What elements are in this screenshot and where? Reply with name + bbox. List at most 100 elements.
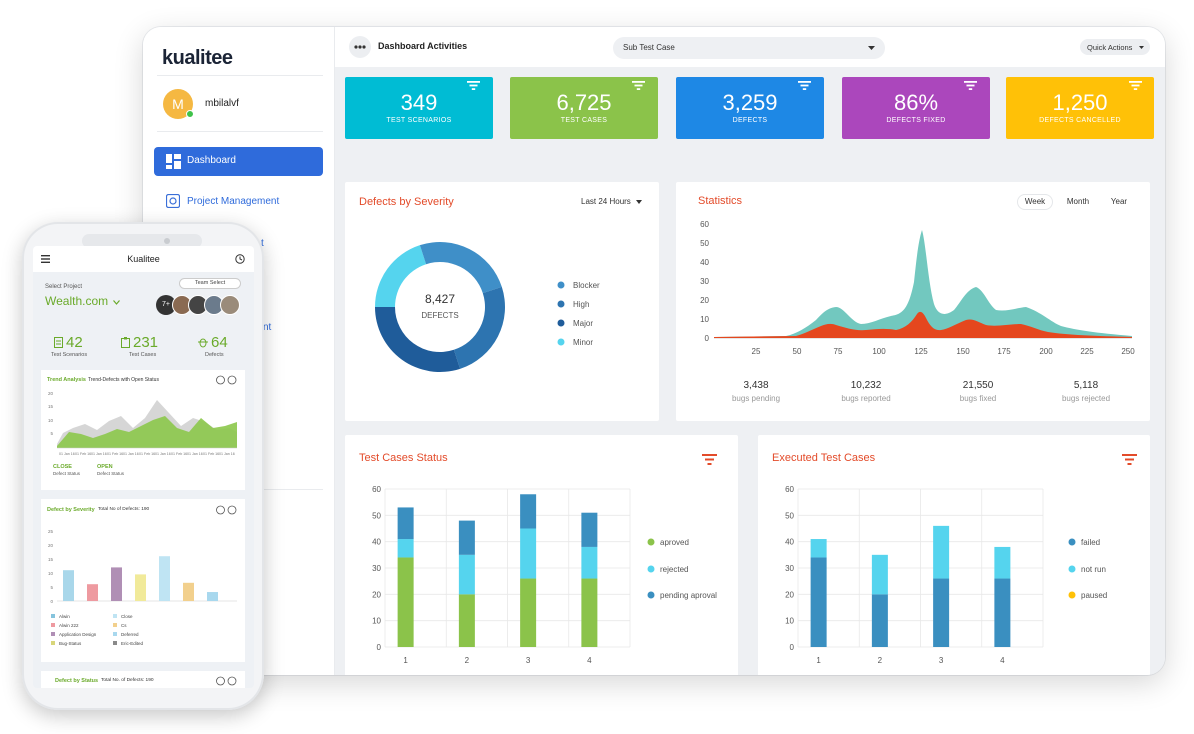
legend-swatch [51, 614, 55, 618]
legend-swatch [113, 641, 117, 645]
time-range-select[interactable]: Last 24 Hours [581, 197, 643, 206]
legend-label: Minor [573, 338, 593, 347]
legend-label: Application Design [59, 632, 97, 637]
bar-segment [581, 512, 598, 547]
card-actions[interactable] [216, 505, 238, 515]
chevron-down-icon [113, 300, 121, 305]
stat-card-defects[interactable]: 3,259 DEFECTS [676, 77, 824, 139]
project-name: Wealth.com [45, 294, 109, 308]
filter-icon[interactable] [632, 81, 645, 90]
stat-card-test-scenarios[interactable]: 349 TEST SCENARIOS [345, 77, 493, 139]
dashboard-content: 349 TEST SCENARIOS 6,725 TEST CASES 3,25… [335, 67, 1165, 675]
summary-value: 10,232 [850, 380, 882, 391]
stat-label: DEFECTS CANCELLED [1039, 117, 1121, 124]
chevron-down-icon [1139, 46, 1144, 49]
project-select[interactable]: Wealth.com [45, 294, 121, 308]
defect-by-severity-card: Defect by Severity Total No of Defects: … [41, 499, 245, 662]
team-more-count[interactable]: 7+ [156, 295, 176, 315]
x-tick: 50 [793, 347, 802, 356]
legend-label: paused [1081, 591, 1107, 600]
legend-label: Cs [121, 623, 127, 628]
x-tick: 75 [834, 347, 843, 356]
y-tick: 50 [700, 239, 709, 248]
stat-card-test-cases[interactable]: 6,725 TEST CASES [510, 77, 658, 139]
statistics-area-chart: 60 50 40 30 20 10 0 25 50 75 100 125 [700, 220, 1135, 356]
y-tick: 10 [48, 418, 54, 423]
x-tick: 3 [526, 656, 531, 665]
x-tick: 01 Jan 16 [155, 452, 171, 456]
y-tick: 20 [372, 590, 381, 599]
y-tick: 40 [372, 538, 381, 547]
filter-icon[interactable] [702, 454, 717, 465]
x-tick: 1 [403, 656, 408, 665]
x-tick: 01 Jan 16 [123, 452, 139, 456]
filter-icon[interactable] [467, 81, 480, 90]
sidebar-item-partial[interactable]: nt [263, 322, 272, 333]
card-actions[interactable] [216, 375, 238, 385]
y-tick: 10 [700, 315, 709, 324]
avatar[interactable] [220, 295, 240, 315]
mobile-stat-label: Test Scenarios [51, 352, 88, 358]
y-tick: 20 [48, 543, 54, 548]
quick-actions-button[interactable]: Quick Actions [1080, 39, 1150, 55]
dashboard-icon [166, 154, 181, 169]
sub-test-case-select[interactable]: Sub Test Case [613, 37, 885, 59]
legend-swatch [113, 632, 117, 636]
desktop-app-window: kualitee M mbilalvf Dashboard Project Ma… [143, 27, 1165, 675]
x-tick: 3 [939, 656, 944, 665]
open-status-label: OPEN [97, 464, 113, 470]
open-status-sub: Defect Status [97, 471, 125, 476]
mobile-stat-value: 42 [66, 334, 83, 351]
y-tick: 50 [372, 511, 381, 520]
stat-card-defects-cancelled[interactable]: 1,250 DEFECTS CANCELLED [1006, 77, 1154, 139]
mobile-screen: Kualitee Select Project Wealth.com Team … [33, 246, 254, 688]
filter-icon[interactable] [1122, 454, 1137, 465]
x-tick: 01 Jan 16 [219, 452, 235, 456]
project-icon [166, 194, 180, 208]
tab-week[interactable]: Week [1017, 194, 1053, 210]
severity-bar [63, 570, 74, 601]
summary-value: 3,438 [743, 380, 769, 391]
card-title: Defect by Status [55, 678, 99, 684]
filter-icon[interactable] [1129, 81, 1142, 90]
team-select[interactable]: Team Select [179, 278, 241, 289]
x-tick: 100 [872, 347, 886, 356]
legend-swatch [113, 623, 117, 627]
y-tick: 5 [50, 431, 53, 436]
card-actions[interactable] [216, 676, 238, 686]
legend-swatch [113, 614, 117, 618]
clock-icon[interactable] [235, 254, 245, 264]
legend-dot-failed [1068, 538, 1076, 546]
hamburger-menu-icon[interactable] [41, 255, 50, 263]
bar-segment [933, 525, 950, 579]
legend-dot-rejected [647, 565, 655, 573]
filter-icon[interactable] [798, 81, 811, 90]
y-tick: 0 [377, 643, 382, 652]
help-icon [216, 676, 225, 686]
stat-card-defects-fixed[interactable]: 86% DEFECTS FIXED [842, 77, 990, 139]
tab-year[interactable]: Year [1110, 197, 1128, 206]
sidebar-item-dashboard[interactable]: Dashboard [154, 147, 323, 176]
legend-label: High [573, 300, 589, 309]
sidebar-item-partial[interactable]: t [261, 238, 264, 249]
y-tick: 60 [372, 485, 381, 494]
sidebar-item-label: Project Management [187, 196, 280, 207]
mobile-stat-value: 231 [133, 334, 159, 351]
executed-test-cases-card: Executed Test Cases 60 50 40 30 20 10 0 1 2 3 4 fa… [758, 435, 1150, 675]
page-title: Dashboard Activities [378, 41, 468, 51]
divider [157, 75, 323, 76]
legend-label: Alwin 222 [59, 623, 79, 628]
clipboard-icon [121, 337, 130, 348]
sidebar-item-project-management[interactable]: Project Management [154, 191, 323, 213]
more-menu-button[interactable] [349, 36, 371, 58]
tab-month[interactable]: Month [1066, 197, 1090, 206]
severity-bar [87, 584, 98, 601]
filter-icon[interactable] [964, 81, 977, 90]
stat-label: DEFECTS FIXED [886, 117, 946, 124]
severity-bar [135, 574, 146, 601]
donut-total-label: DEFECTS [421, 311, 459, 320]
bar-segment [581, 546, 598, 579]
x-tick: 01 Feb 16 [203, 452, 219, 456]
bug-icon [198, 338, 208, 348]
x-tick: 2 [465, 656, 470, 665]
